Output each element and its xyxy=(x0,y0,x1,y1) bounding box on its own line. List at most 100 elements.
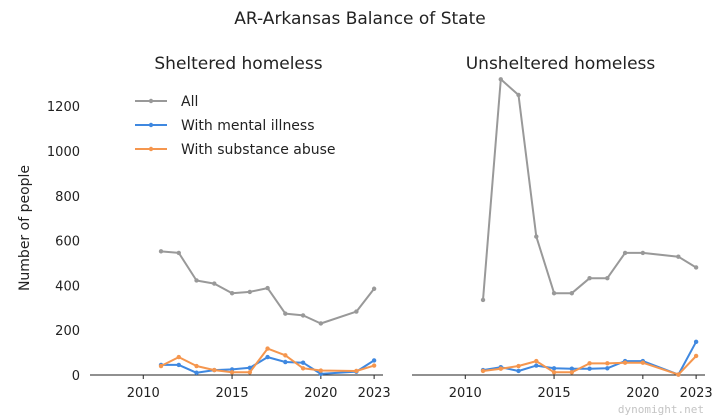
data-point xyxy=(480,368,486,374)
data-point xyxy=(247,289,253,295)
data-point xyxy=(640,360,646,365)
data-point xyxy=(318,321,324,326)
series-line xyxy=(482,78,698,301)
data-point xyxy=(194,370,199,375)
data-point xyxy=(318,371,324,377)
data-point xyxy=(569,291,575,296)
x-tick-label: 2023 xyxy=(358,386,391,401)
series-line xyxy=(160,347,376,374)
panel-2: Unsheltered homeless 2010 2015 2020 2023 xyxy=(412,54,713,401)
data-point xyxy=(516,368,521,374)
data-point xyxy=(605,366,610,371)
panel-title: Sheltered homeless xyxy=(154,54,322,74)
legend-item: With substance abuse xyxy=(135,142,336,158)
data-point xyxy=(300,366,306,371)
data-point xyxy=(516,363,521,369)
data-point xyxy=(622,250,628,256)
data-point xyxy=(212,367,217,373)
series-line xyxy=(482,355,698,376)
data-point xyxy=(176,250,181,256)
data-point xyxy=(534,234,539,239)
data-point xyxy=(176,354,181,360)
data-point xyxy=(300,360,306,365)
data-point xyxy=(283,353,288,358)
data-point xyxy=(371,286,377,291)
watermark: dynomight.net xyxy=(618,403,704,416)
data-point xyxy=(194,363,199,369)
data-point xyxy=(693,339,699,345)
data-point xyxy=(640,250,646,256)
panel-1: Sheltered homeless 2010 2015 2020 2023 0 200 40… xyxy=(47,54,391,401)
data-point xyxy=(498,77,503,82)
data-point xyxy=(318,368,324,373)
data-point xyxy=(622,360,628,365)
data-point xyxy=(265,285,270,291)
data-point xyxy=(693,265,699,270)
legend-label: All xyxy=(181,94,198,110)
data-point xyxy=(605,276,610,281)
data-point xyxy=(212,281,217,286)
legend-label: With mental illness xyxy=(181,118,315,134)
data-point xyxy=(283,311,288,316)
data-point xyxy=(371,358,377,363)
legend: All With mental illness With substance abu… xyxy=(135,94,336,158)
data-point xyxy=(569,370,575,375)
x-tick-label: 2020 xyxy=(626,386,659,401)
legend-label: With substance abuse xyxy=(181,142,336,158)
data-point xyxy=(587,276,592,281)
data-point xyxy=(693,353,699,359)
y-tick-label: 1200 xyxy=(47,100,80,115)
y-axis-label: Number of people xyxy=(17,165,33,291)
data-point xyxy=(265,346,270,351)
chart-title: AR-Arkansas Balance of State xyxy=(234,9,485,29)
data-point xyxy=(569,366,575,371)
data-point xyxy=(283,359,288,365)
data-point xyxy=(587,366,592,371)
data-point xyxy=(371,363,377,368)
legend-marker xyxy=(148,122,154,128)
y-tick-label: 1000 xyxy=(47,145,80,160)
data-point xyxy=(194,278,199,283)
data-point xyxy=(158,249,164,254)
x-tick-label: 2023 xyxy=(680,386,713,401)
data-point xyxy=(587,361,592,366)
panels: Sheltered homeless 2010 2015 2020 2023 0 200 40… xyxy=(47,54,713,401)
data-point xyxy=(300,313,306,318)
data-point xyxy=(480,297,486,303)
data-point xyxy=(354,309,359,314)
series-line xyxy=(160,356,376,375)
y-tick-label: 800 xyxy=(55,190,80,205)
data-point xyxy=(551,370,557,375)
y-tick-label: 600 xyxy=(55,235,80,250)
data-point xyxy=(551,366,557,371)
legend-marker xyxy=(148,98,154,104)
data-point xyxy=(498,366,503,371)
x-tick-label: 2015 xyxy=(538,386,571,401)
data-point xyxy=(247,370,253,375)
data-point xyxy=(534,363,539,368)
y-tick-label: 0 xyxy=(72,369,80,384)
data-point xyxy=(551,291,557,296)
data-point xyxy=(247,365,253,371)
data-point xyxy=(516,92,521,98)
legend-marker xyxy=(148,146,154,152)
series-line xyxy=(160,250,376,325)
data-point xyxy=(605,361,610,366)
x-tick-label: 2015 xyxy=(216,386,249,401)
x-tick-label: 2020 xyxy=(304,386,337,401)
data-point xyxy=(676,254,681,259)
data-point xyxy=(354,368,359,374)
legend-item: All xyxy=(135,94,198,110)
data-point xyxy=(676,372,681,377)
data-point xyxy=(534,358,539,364)
data-point xyxy=(229,291,235,296)
x-tick-label: 2010 xyxy=(449,386,482,401)
y-tick-label: 200 xyxy=(55,324,80,339)
data-point xyxy=(158,363,164,369)
legend-item: With mental illness xyxy=(135,118,315,134)
x-tick-label: 2010 xyxy=(127,386,160,401)
data-point xyxy=(229,370,235,375)
data-point xyxy=(265,354,270,360)
y-tick-label: 400 xyxy=(55,279,80,294)
